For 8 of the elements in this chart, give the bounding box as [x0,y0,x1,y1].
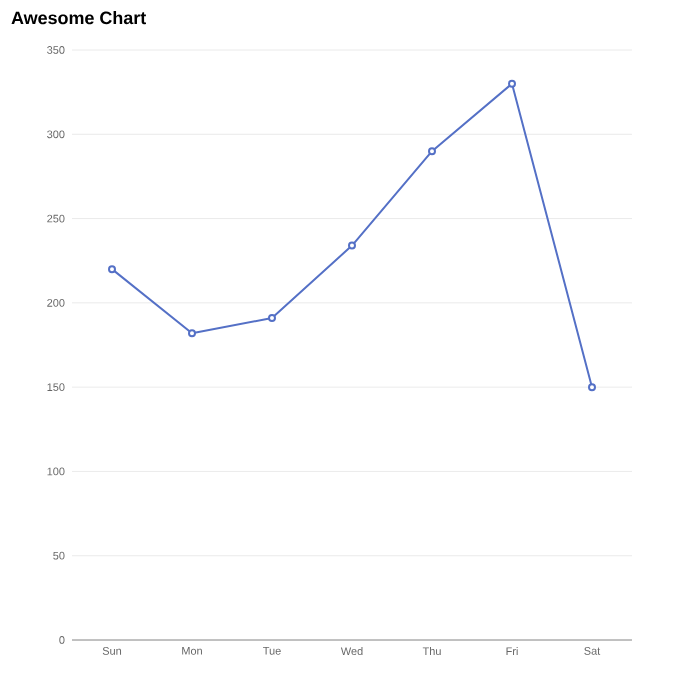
point [588,383,596,392]
chart-title: Awesome Chart [11,11,146,25]
point [268,314,276,323]
point [508,79,516,88]
point [428,147,436,156]
point [108,265,116,274]
point [348,241,356,250]
point [188,329,196,338]
